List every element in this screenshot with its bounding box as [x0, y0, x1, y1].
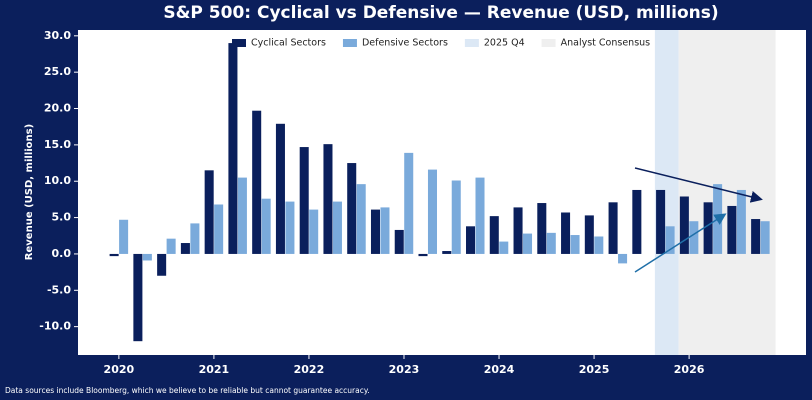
legend-label: Analyst Consensus	[561, 38, 651, 49]
bar	[475, 177, 485, 254]
bar	[404, 152, 414, 254]
bar	[394, 229, 404, 254]
y-tick-label: 15.0	[44, 138, 71, 151]
bar	[618, 253, 628, 264]
y-tick-label: 20.0	[44, 102, 71, 115]
bar	[561, 212, 571, 254]
bar	[228, 43, 238, 254]
bar	[157, 253, 167, 276]
bar	[570, 235, 580, 254]
x-tick-label: 2022	[294, 363, 325, 376]
bar	[370, 209, 380, 254]
bar	[466, 226, 476, 254]
bar	[736, 189, 746, 254]
bar	[523, 233, 533, 254]
bar	[656, 189, 666, 254]
bar	[166, 238, 176, 254]
shaded-span	[678, 30, 776, 355]
x-tick-label: 2023	[389, 363, 420, 376]
bar	[546, 232, 556, 254]
bar	[142, 253, 152, 261]
bar	[594, 236, 604, 254]
trend-arrow	[634, 167, 763, 203]
y-tick-label: 30.0	[44, 29, 71, 42]
y-tick-label: 5.0	[52, 211, 72, 224]
bar	[323, 144, 333, 254]
bar	[537, 203, 547, 254]
y-tick-label: -5.0	[47, 283, 71, 296]
legend-swatch	[232, 39, 246, 47]
bar	[380, 207, 390, 254]
bar	[665, 226, 675, 254]
bar	[727, 205, 737, 254]
chart-title: S&P 500: Cyclical vs Defensive — Revenue…	[163, 3, 718, 23]
legend-swatch	[464, 39, 479, 47]
legend-swatch	[342, 39, 357, 47]
bar	[214, 204, 224, 254]
bar	[285, 201, 295, 254]
bar	[427, 169, 437, 254]
y-axis-label: Revenue (USD, millions)	[24, 124, 35, 260]
bar	[180, 243, 190, 254]
bar	[584, 215, 594, 254]
bar	[418, 253, 428, 257]
bar	[632, 189, 642, 254]
bar	[133, 253, 143, 342]
bar	[451, 180, 461, 254]
legend-label: 2025 Q4	[484, 38, 525, 49]
bar	[119, 219, 129, 254]
bar	[109, 253, 119, 257]
x-tick-label: 2025	[579, 363, 610, 376]
bar	[499, 241, 509, 254]
bar	[237, 177, 247, 254]
bar	[275, 123, 285, 254]
bar	[347, 163, 357, 254]
bar	[760, 221, 770, 254]
trend-arrow	[634, 213, 727, 273]
legend-label: Defensive Sectors	[362, 38, 448, 49]
bar	[689, 221, 699, 254]
bar	[751, 219, 761, 254]
bar	[332, 201, 342, 254]
bar	[261, 198, 271, 254]
x-tick-label: 2021	[199, 363, 230, 376]
y-tick-label: 0.0	[52, 247, 72, 260]
y-tick-label: 25.0	[44, 65, 71, 78]
bar	[309, 209, 319, 254]
bar	[252, 110, 262, 254]
x-tick-label: 2026	[674, 363, 705, 376]
x-tick-label: 2020	[104, 363, 135, 376]
bar	[190, 223, 200, 254]
x-tick-label: 2024	[484, 363, 515, 376]
bar	[703, 202, 713, 254]
footnote: Data sources include Bloomberg, which we…	[5, 386, 370, 395]
y-tick-label: -10.0	[39, 320, 71, 333]
y-tick-label: 10.0	[44, 174, 71, 187]
bar	[679, 196, 689, 254]
bar	[608, 202, 618, 254]
bar	[204, 170, 214, 254]
bar	[299, 147, 309, 254]
bar	[442, 251, 452, 254]
legend-swatch	[541, 39, 556, 47]
bar	[489, 216, 499, 254]
legend-label: Cyclical Sectors	[251, 38, 326, 49]
bar	[513, 207, 523, 254]
bar	[356, 184, 366, 254]
shaded-span	[654, 30, 679, 355]
